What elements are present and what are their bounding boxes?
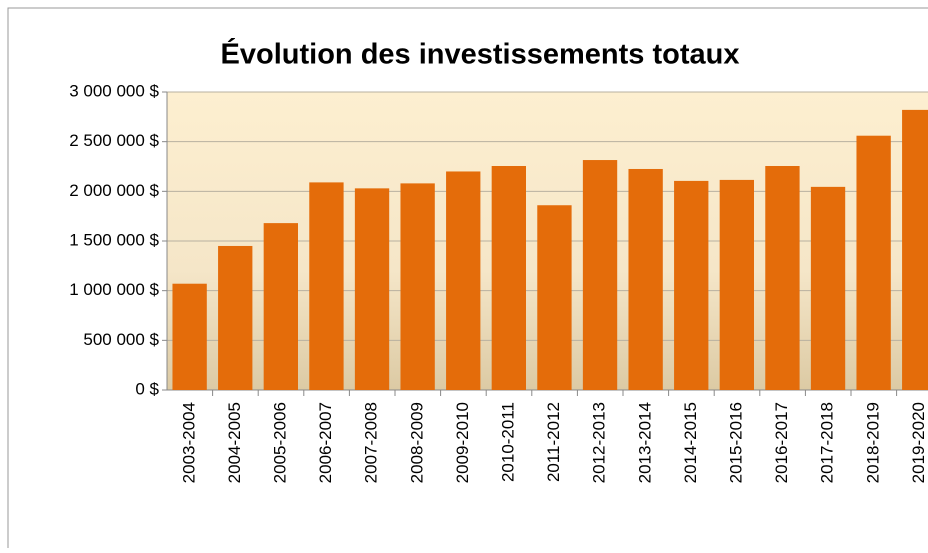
bar (354, 188, 390, 390)
bar (856, 135, 891, 390)
x-tick-label: 2003-2004 (179, 402, 198, 483)
x-tick-label: 2016-2017 (772, 402, 791, 483)
bar (400, 183, 435, 390)
bar (628, 168, 663, 390)
x-tick-label: 2017-2018 (818, 402, 837, 483)
bar (446, 171, 481, 390)
y-tick-label: 3 000 000 $ (69, 81, 159, 100)
bar (263, 223, 298, 390)
x-tick-label: 2014-2015 (681, 402, 700, 483)
x-tick-label: 2015-2016 (726, 402, 745, 483)
bar (810, 186, 846, 390)
x-tick-label: 2004-2005 (225, 402, 244, 483)
bar (537, 205, 572, 390)
x-tick-label: 2005-2006 (270, 402, 289, 483)
x-tick-label: 2007-2008 (362, 402, 381, 483)
y-tick-label: 1 500 000 $ (69, 230, 159, 249)
x-tick-label: 2018-2019 (863, 402, 882, 483)
bar (218, 245, 253, 390)
y-tick-label: 2 500 000 $ (69, 131, 159, 150)
x-tick-label: 2010-2011 (498, 402, 517, 482)
y-tick-label: 0 $ (135, 379, 159, 398)
y-tick-label: 500 000 $ (83, 330, 159, 349)
bar (582, 160, 618, 390)
x-tick-label: 2011-2012 (544, 402, 563, 482)
bar (765, 166, 800, 390)
bar (674, 180, 709, 390)
bar (309, 182, 344, 390)
x-tick-label: 2006-2007 (316, 402, 335, 483)
x-tick-label: 2009-2010 (453, 402, 472, 483)
y-tick-label: 1 000 000 $ (69, 280, 159, 299)
x-tick-label: 2013-2014 (635, 402, 654, 483)
bar (172, 283, 207, 390)
y-tick-label: 2 000 000 $ (69, 181, 159, 200)
bar (491, 166, 526, 390)
bar (902, 109, 928, 390)
x-tick-label: 2012-2013 (590, 402, 609, 483)
x-tick-label: 2019-2020 (909, 402, 928, 483)
chart-title: Évolution des investissements totaux (221, 37, 740, 71)
x-tick-label: 2008-2009 (407, 402, 426, 483)
bar (719, 179, 754, 390)
